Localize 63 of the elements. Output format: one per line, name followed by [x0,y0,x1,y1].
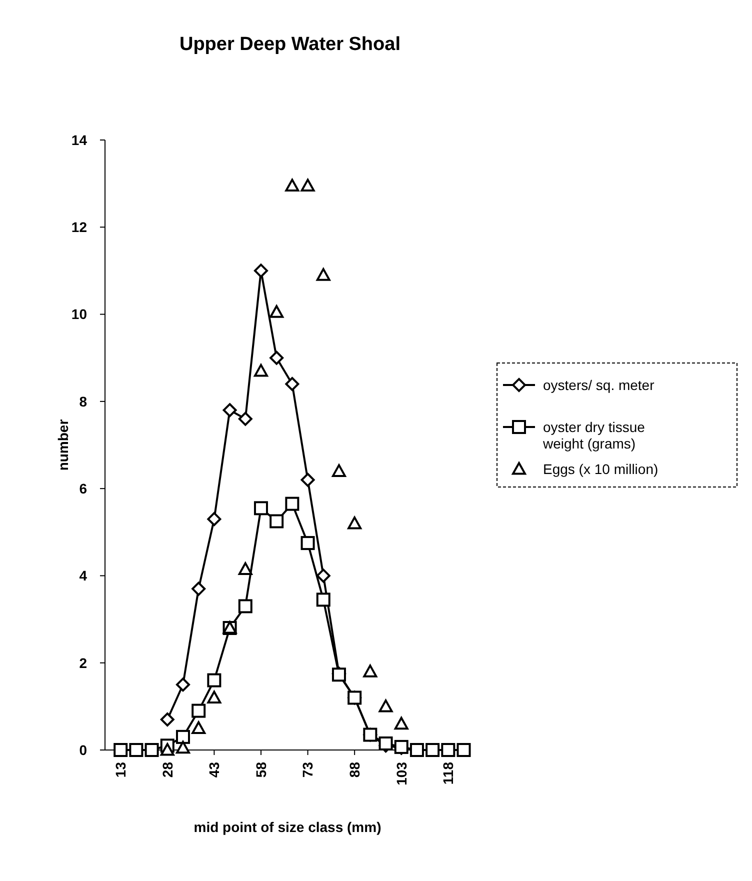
point [144,743,159,757]
point [285,496,300,511]
y-tick-label: 8 [79,393,88,410]
point [332,464,346,477]
point [363,728,378,742]
y-tick-label: 0 [79,742,88,758]
point [348,690,362,705]
y-tick-label: 12 [71,219,88,236]
y-tick-label: 4 [79,568,88,584]
point [192,721,206,734]
point [270,350,284,365]
x-tick-label: 43 [206,762,222,778]
chart-title: Upper Deep Water Shoal [179,34,401,55]
point [270,514,284,528]
x-tick-label: 58 [252,762,269,778]
x-tick-label: 73 [300,762,316,778]
point [207,512,222,526]
point [394,716,408,730]
legend-label: oysters/ sq. meter [543,376,655,393]
point [114,743,128,757]
x-tick-label: 118 [440,762,456,785]
point [378,699,393,712]
y-tick-label: 2 [79,654,88,671]
x-axis-title: mid point of size class (mm) [194,819,382,835]
point [238,599,252,614]
point [238,562,252,575]
x-tick-label: 13 [112,762,128,778]
point [285,178,300,192]
point [207,673,222,688]
point [300,536,315,550]
point [176,730,190,744]
point [363,664,378,678]
point [316,268,330,281]
x-tick-label: 88 [346,762,362,778]
point [300,472,315,487]
point [176,740,190,754]
point [410,743,424,757]
x-tick-label: 28 [159,762,176,778]
point [270,305,284,318]
legend-label: Eggs (x 10 million) [543,460,658,477]
y-tick-label: 10 [71,306,88,322]
y-tick-label: 6 [79,480,88,496]
point [285,377,300,391]
point [394,740,408,754]
point [456,743,471,757]
point [129,743,144,757]
point [254,364,268,377]
x-tick-label: 103 [393,762,410,786]
y-axis-title: number [55,418,71,471]
point [300,178,315,192]
point [238,412,252,426]
point [348,516,362,530]
point [378,736,393,750]
point [441,743,456,757]
point [254,501,268,516]
point [192,582,206,596]
point [207,690,222,704]
point [160,743,174,756]
point [192,704,206,718]
point [426,743,440,757]
legend-label: oyster dry tissue weight (grams) [542,418,646,452]
y-tick-label: 14 [71,132,88,148]
point [316,592,330,607]
